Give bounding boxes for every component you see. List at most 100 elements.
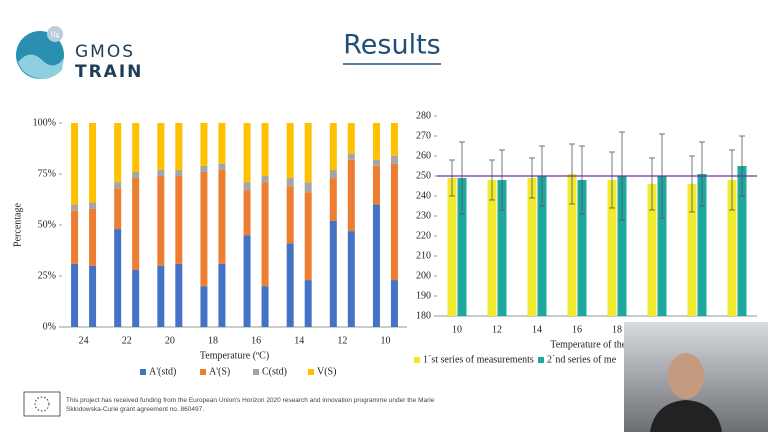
bar-segment: [243, 182, 251, 191]
legend-label: V(S): [317, 366, 336, 377]
bar-segment: [157, 265, 165, 327]
bar: [487, 180, 497, 316]
bar-segment: [157, 176, 165, 266]
x-tick-label: 16: [572, 324, 582, 335]
bar-segment: [114, 123, 122, 183]
bar: [697, 174, 707, 316]
bar-segment: [218, 169, 226, 264]
bar-segment: [261, 286, 269, 327]
bar-segment: [89, 265, 97, 327]
y-tick-label: 25%: [38, 270, 56, 281]
x-tick-label: 18: [208, 335, 218, 346]
logo-wave: [18, 54, 64, 79]
bar-segment: [200, 171, 208, 287]
bar-segment: [175, 263, 183, 327]
eu-stars: [34, 396, 50, 412]
bar: [497, 180, 507, 316]
bar: [537, 176, 547, 316]
bar-segment: [347, 159, 355, 232]
bar-segment: [372, 123, 380, 160]
bar-segment: [114, 229, 122, 327]
bar-segment: [286, 186, 294, 244]
bar-segment: [200, 165, 208, 172]
bar-segment: [200, 286, 208, 327]
y-tick-label: 220: [416, 230, 431, 241]
bar-segment: [132, 123, 140, 172]
bar: [607, 180, 617, 316]
bar: [617, 176, 627, 316]
y-tick-label: 190: [416, 290, 431, 301]
y-tick-label: 0%: [43, 321, 56, 332]
bar-segment: [132, 178, 140, 270]
bar-segment: [157, 123, 165, 170]
bar-segment: [329, 220, 337, 327]
bar-segment: [304, 123, 312, 183]
x-tick-label: 12: [492, 324, 502, 335]
legend-swatch: [253, 369, 259, 375]
x-tick-label: 24: [79, 335, 89, 346]
y-tick-label: 270: [416, 130, 431, 141]
footer-text: This project has received funding from t…: [66, 397, 435, 413]
bar: [447, 178, 457, 316]
bar-segment: [347, 123, 355, 154]
bar: [567, 174, 577, 316]
bar-segment: [261, 123, 269, 177]
legend-swatch: [308, 369, 314, 375]
x-tick-label: 14: [532, 324, 542, 335]
bar-segment: [175, 169, 183, 177]
x-tick-label: 10: [380, 335, 390, 346]
bar: [577, 180, 587, 316]
bar-segment: [329, 169, 337, 179]
bar-segment: [71, 204, 79, 211]
legend-label: 2´nd series of me: [547, 354, 617, 365]
bar-segment: [175, 176, 183, 264]
y-tick-label: 260: [416, 150, 431, 161]
bar-segment: [175, 123, 183, 170]
bar-segment: [261, 182, 269, 287]
bar-segment: [89, 123, 97, 203]
y-tick-label: 250: [416, 170, 431, 181]
logo-drop: [47, 26, 63, 42]
bar-segment: [390, 280, 398, 327]
bar-segment: [243, 235, 251, 327]
bar: [527, 178, 537, 316]
bar: [737, 166, 747, 316]
webcam-person-head: [668, 353, 704, 399]
x-tick-label: 16: [251, 335, 261, 346]
x-axis-label: Temperature (ºC): [200, 350, 269, 361]
y-tick-label: 240: [416, 190, 431, 201]
x-tick-label: 14: [294, 335, 304, 346]
eu-flag: [23, 391, 61, 417]
legend-swatch: [414, 357, 420, 363]
logo-badge: Hg: [51, 31, 60, 39]
bar-segment: [114, 188, 122, 230]
bar-segment: [71, 210, 79, 264]
bar-segment: [329, 178, 337, 221]
legend-swatch: [200, 369, 206, 375]
bar-segment: [89, 208, 97, 266]
logo-bottom: TRAIN: [75, 62, 143, 82]
legend-swatch: [140, 369, 146, 375]
y-tick-label: 280: [416, 110, 431, 121]
bar-segment: [243, 123, 251, 183]
bar-segment: [218, 163, 226, 170]
x-tick-label: 10: [452, 324, 462, 335]
bar-segment: [372, 204, 380, 327]
bar-segment: [132, 171, 140, 179]
bar-segment: [71, 263, 79, 327]
bar-segment: [286, 243, 294, 327]
bar-segment: [304, 280, 312, 327]
x-tick-label: 12: [337, 335, 347, 346]
legend-swatch: [538, 357, 544, 363]
bar-segment: [390, 163, 398, 281]
bar-segment: [372, 165, 380, 205]
webcam-person-body: [650, 400, 722, 432]
bar-segment: [304, 192, 312, 281]
bar-segment: [304, 182, 312, 193]
bar-segment: [89, 202, 97, 209]
bar-segment: [157, 169, 165, 177]
y-tick-label: 180: [416, 310, 431, 321]
bar-segment: [347, 231, 355, 327]
bar: [657, 176, 667, 316]
